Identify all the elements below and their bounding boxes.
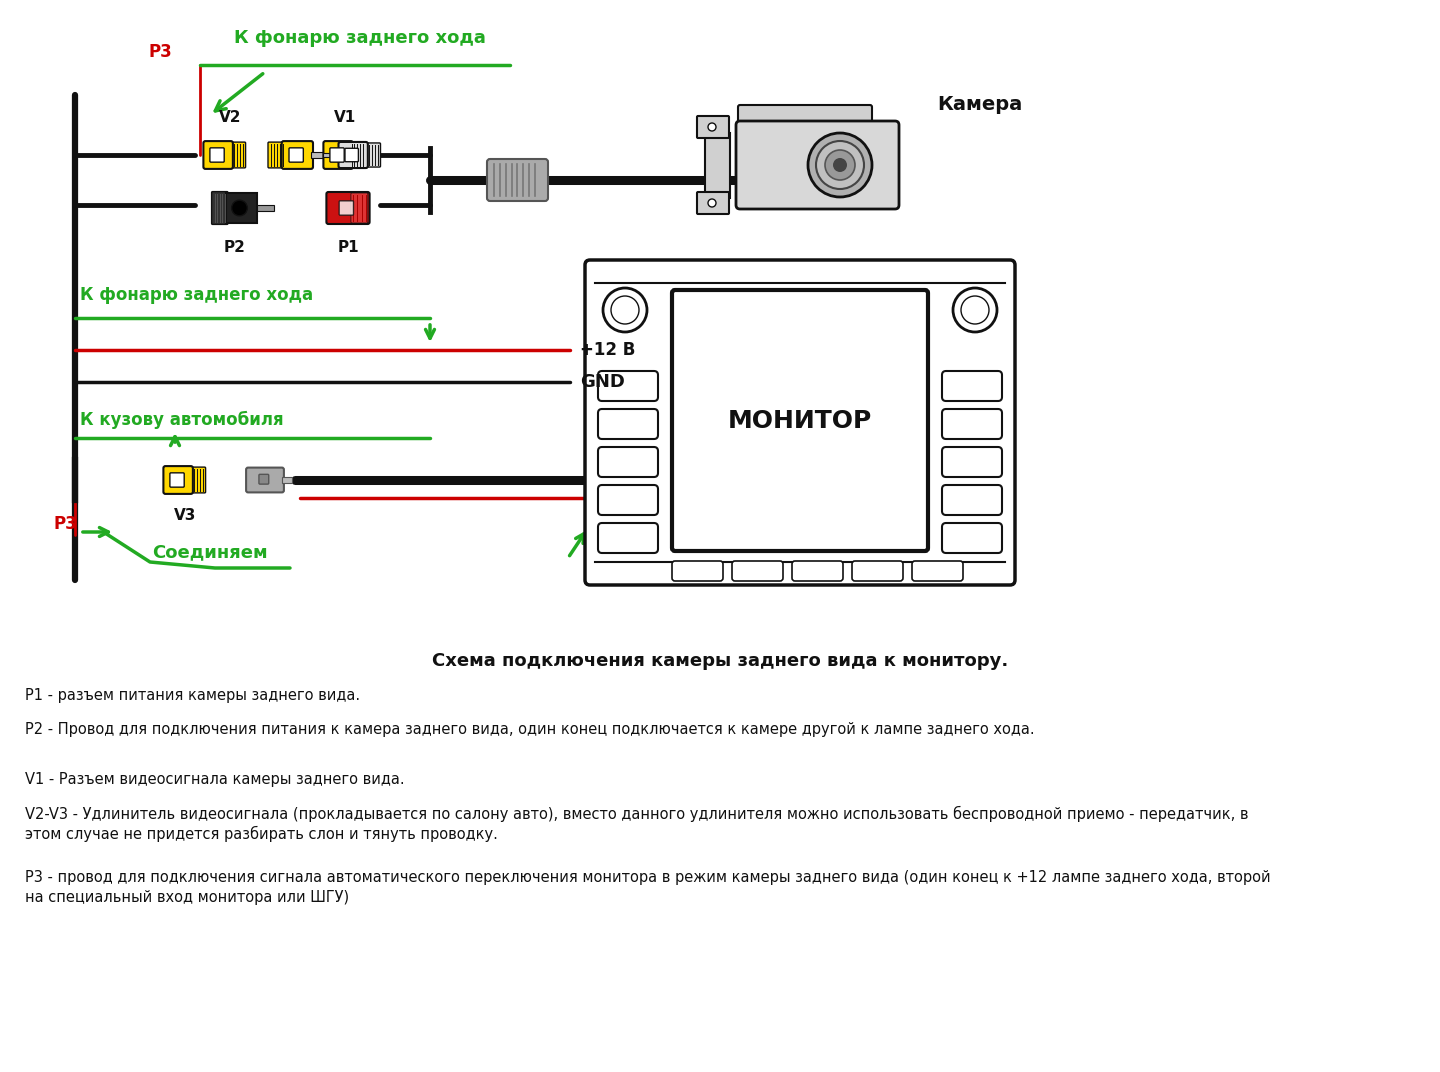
FancyBboxPatch shape xyxy=(163,466,193,494)
FancyBboxPatch shape xyxy=(226,193,258,223)
FancyBboxPatch shape xyxy=(942,523,1002,553)
Circle shape xyxy=(825,150,855,180)
Text: Камера: Камера xyxy=(937,95,1022,115)
FancyBboxPatch shape xyxy=(697,116,729,138)
FancyBboxPatch shape xyxy=(736,121,899,209)
Circle shape xyxy=(816,142,864,189)
FancyBboxPatch shape xyxy=(189,467,206,493)
FancyBboxPatch shape xyxy=(487,159,549,202)
Circle shape xyxy=(603,288,647,332)
FancyBboxPatch shape xyxy=(324,142,353,169)
FancyBboxPatch shape xyxy=(346,148,359,162)
Bar xyxy=(282,477,292,482)
FancyBboxPatch shape xyxy=(942,485,1002,515)
FancyBboxPatch shape xyxy=(942,410,1002,440)
FancyBboxPatch shape xyxy=(672,561,723,581)
FancyBboxPatch shape xyxy=(852,561,903,581)
Text: V1 - Разъем видеосигнала камеры заднего вида.: V1 - Разъем видеосигнала камеры заднего … xyxy=(24,772,405,787)
FancyBboxPatch shape xyxy=(732,561,783,581)
FancyBboxPatch shape xyxy=(338,142,367,168)
Text: Соединяем: Соединяем xyxy=(153,544,268,561)
Bar xyxy=(323,152,340,158)
FancyBboxPatch shape xyxy=(739,105,873,126)
FancyBboxPatch shape xyxy=(792,561,842,581)
FancyBboxPatch shape xyxy=(203,142,233,169)
Text: МОНИТОР: МОНИТОР xyxy=(727,408,873,432)
FancyBboxPatch shape xyxy=(170,473,184,487)
FancyBboxPatch shape xyxy=(289,148,304,162)
Text: V2-V3 - Удлинитель видеосигнала (прокладывается по салону авто), вместо данного : V2-V3 - Удлинитель видеосигнала (проклад… xyxy=(24,806,1248,822)
Text: К кузову автомобиля: К кузову автомобиля xyxy=(81,411,284,429)
FancyBboxPatch shape xyxy=(598,523,658,553)
FancyBboxPatch shape xyxy=(229,143,246,168)
FancyBboxPatch shape xyxy=(598,447,658,477)
FancyBboxPatch shape xyxy=(210,148,225,162)
Text: P3: P3 xyxy=(53,515,76,533)
FancyBboxPatch shape xyxy=(585,260,1015,585)
FancyBboxPatch shape xyxy=(942,371,1002,401)
Text: Р3 - провод для подключения сигнала автоматического переключения монитора в режи: Р3 - провод для подключения сигнала авто… xyxy=(24,870,1270,885)
Circle shape xyxy=(832,158,847,172)
Circle shape xyxy=(708,199,716,207)
FancyBboxPatch shape xyxy=(282,142,312,169)
FancyBboxPatch shape xyxy=(364,143,380,167)
Circle shape xyxy=(708,123,716,131)
Text: V2: V2 xyxy=(219,110,242,125)
FancyBboxPatch shape xyxy=(268,143,287,168)
Circle shape xyxy=(808,133,873,197)
FancyBboxPatch shape xyxy=(598,371,658,401)
Text: К фонарю заднего хода: К фонарю заднего хода xyxy=(81,286,312,304)
Text: Схема подключения камеры заднего вида к монитору.: Схема подключения камеры заднего вида к … xyxy=(432,652,1008,670)
Text: на специальный вход монитора или ШГУ): на специальный вход монитора или ШГУ) xyxy=(24,890,348,905)
Text: P2: P2 xyxy=(225,240,246,255)
FancyBboxPatch shape xyxy=(259,474,269,485)
Text: P1 - разъем питания камеры заднего вида.: P1 - разъем питания камеры заднего вида. xyxy=(24,688,360,703)
Text: этом случае не придется разбирать слон и тянуть проводку.: этом случае не придется разбирать слон и… xyxy=(24,827,498,843)
FancyBboxPatch shape xyxy=(598,410,658,440)
FancyBboxPatch shape xyxy=(330,148,344,162)
Text: К фонарю заднего хода: К фонарю заднего хода xyxy=(235,29,485,47)
Text: P2 - Провод для подключения питания к камера заднего вида, один конец подключает: P2 - Провод для подключения питания к ка… xyxy=(24,723,1034,738)
FancyBboxPatch shape xyxy=(598,485,658,515)
Circle shape xyxy=(953,288,996,332)
Circle shape xyxy=(232,200,248,215)
FancyBboxPatch shape xyxy=(246,467,284,492)
Bar xyxy=(706,133,730,198)
Text: GND: GND xyxy=(580,373,625,391)
FancyBboxPatch shape xyxy=(212,192,228,224)
Text: P1: P1 xyxy=(337,240,359,255)
Text: V3: V3 xyxy=(174,508,196,523)
FancyBboxPatch shape xyxy=(942,447,1002,477)
Text: V1: V1 xyxy=(334,110,356,125)
Bar xyxy=(311,152,330,158)
Circle shape xyxy=(611,296,639,324)
FancyBboxPatch shape xyxy=(340,200,353,215)
FancyBboxPatch shape xyxy=(348,143,366,168)
Circle shape xyxy=(960,296,989,324)
FancyBboxPatch shape xyxy=(697,192,729,214)
FancyBboxPatch shape xyxy=(912,561,963,581)
Text: +12 В: +12 В xyxy=(580,341,635,359)
FancyBboxPatch shape xyxy=(672,291,927,551)
FancyBboxPatch shape xyxy=(351,193,367,223)
Bar xyxy=(258,205,274,211)
FancyBboxPatch shape xyxy=(327,192,370,224)
Text: P3: P3 xyxy=(148,43,171,61)
